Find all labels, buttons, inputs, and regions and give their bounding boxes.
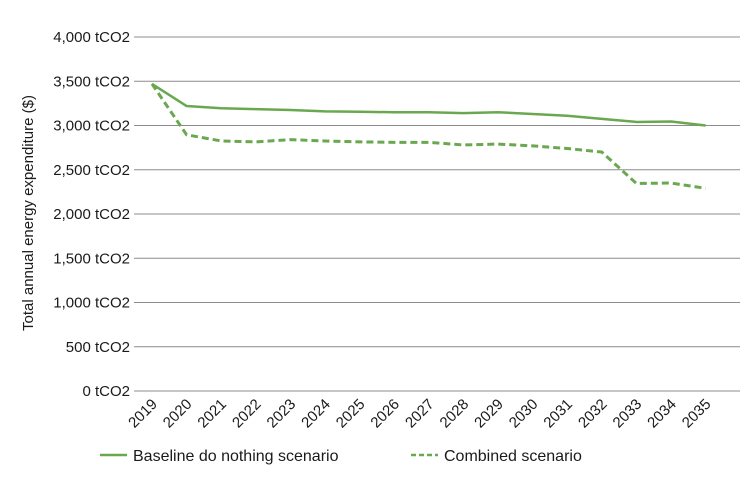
- x-tick-label: 2020: [160, 396, 196, 432]
- y-tick-label: 1,000 tCO2: [53, 295, 130, 312]
- x-tick-label: 2019: [125, 396, 161, 432]
- x-tick-label: 2032: [575, 396, 611, 432]
- y-tick-label: 2,000 tCO2: [53, 206, 130, 223]
- y-tick-label: 2,500 tCO2: [53, 162, 130, 179]
- y-tick-label: 500 tCO2: [66, 339, 130, 356]
- x-tick-label: 2031: [540, 396, 576, 432]
- x-tick-label: 2023: [264, 396, 300, 432]
- y-tick-label: 3,000 tCO2: [53, 118, 130, 135]
- series-line-combined: [150, 83, 706, 190]
- series-lines: [150, 82, 706, 190]
- x-tick-label: 2035: [679, 396, 715, 432]
- x-tick-label: 2026: [367, 396, 403, 432]
- legend-label: Baseline do nothing scenario: [133, 448, 339, 465]
- x-tick-label: 2027: [402, 396, 438, 432]
- gridlines: [134, 36, 740, 392]
- x-tick-label: 2021: [194, 396, 230, 432]
- y-axis-title: Total annual energy expenditure ($): [20, 95, 37, 331]
- series-line-baseline: [151, 82, 706, 127]
- x-axis-ticks: 2019202020212022202320242025202620272028…: [125, 396, 714, 432]
- y-tick-label: 0 tCO2: [82, 383, 130, 400]
- x-tick-label: 2022: [229, 396, 265, 432]
- legend-label: Combined scenario: [444, 448, 582, 465]
- x-tick-label: 2029: [471, 396, 507, 432]
- legend: Baseline do nothing scenario Combined sce…: [100, 448, 582, 465]
- y-axis-ticks: 0 tCO2 500 tCO2 1,000 tCO2 1,500 tCO2 2,000 …: [53, 29, 130, 400]
- y-tick-label: 1,500 tCO2: [53, 250, 130, 267]
- x-tick-label: 2034: [644, 396, 680, 432]
- x-tick-label: 2030: [506, 396, 542, 432]
- x-tick-label: 2024: [298, 396, 334, 432]
- x-tick-label: 2028: [437, 396, 473, 432]
- x-tick-label: 2033: [610, 396, 646, 432]
- y-tick-label: 4,000 tCO2: [53, 29, 130, 46]
- x-tick-label: 2025: [333, 396, 369, 432]
- y-tick-label: 3,500 tCO2: [53, 73, 130, 90]
